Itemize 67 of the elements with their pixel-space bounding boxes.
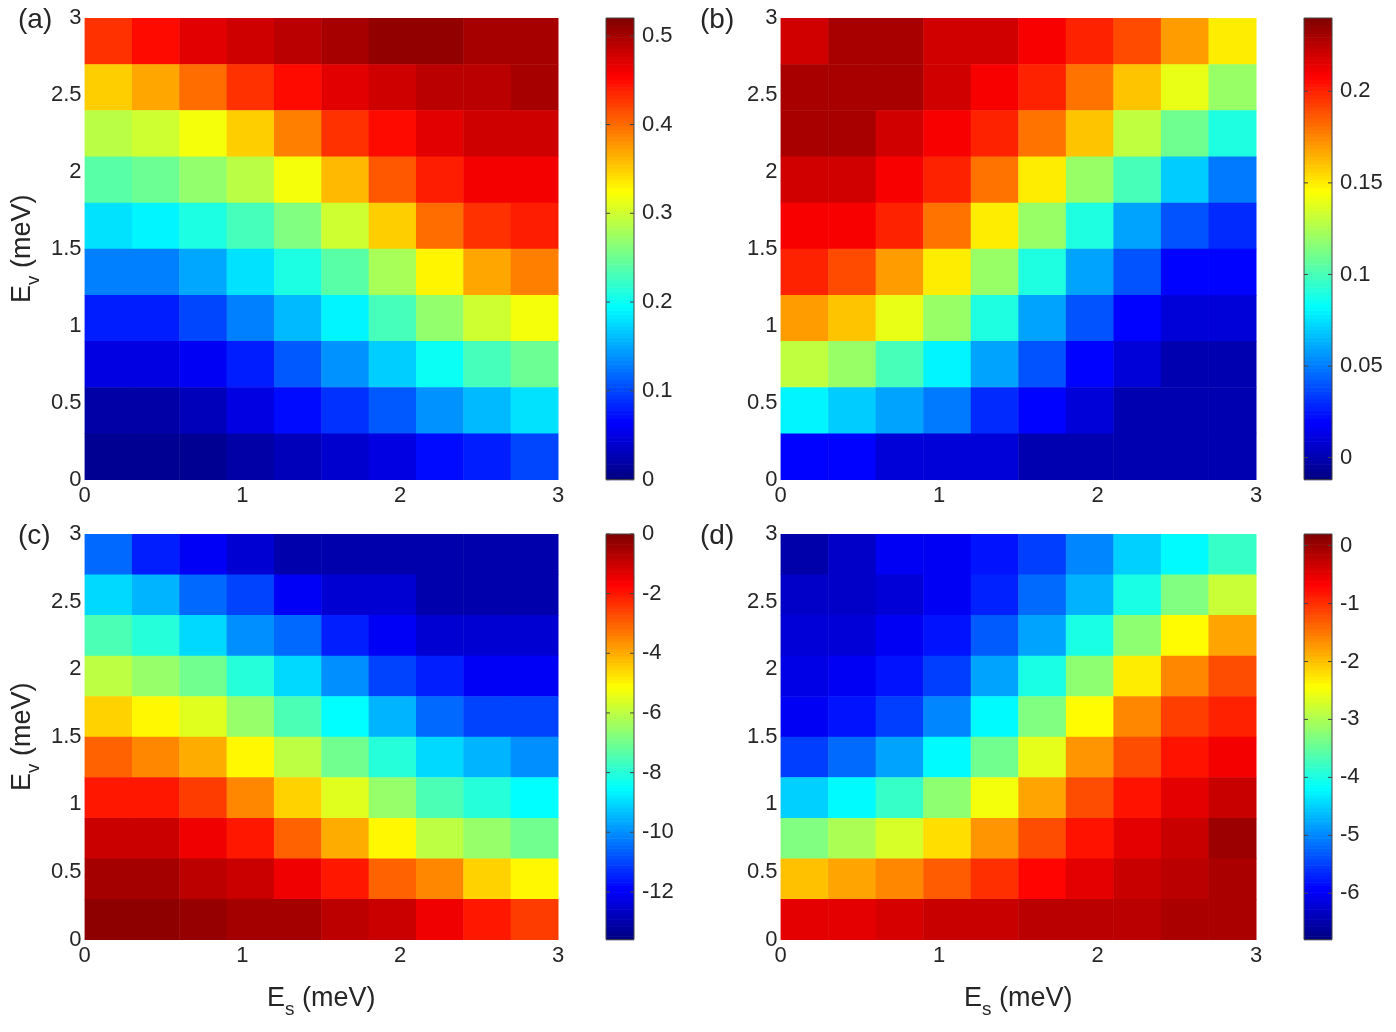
y-tick-label: 1 xyxy=(69,790,82,816)
color-bar-label: 0.2 xyxy=(642,288,673,314)
y-tick-label: 2 xyxy=(765,655,778,681)
y-tick-label: 1 xyxy=(765,311,778,337)
y-tick-label: 2 xyxy=(69,655,82,681)
color-bar-label: 0.3 xyxy=(642,199,673,225)
x-tick-label: 3 xyxy=(551,481,565,507)
y-axis-title: Ev (meV) xyxy=(6,682,44,792)
x-tick-label: 2 xyxy=(394,941,407,967)
color-bar-label: 0 xyxy=(1340,531,1353,557)
y-tick-label: 1.5 xyxy=(746,234,778,260)
color-bar-label: 0.1 xyxy=(642,376,673,402)
color-bar-label: -2 xyxy=(642,579,662,605)
color-bar-label: 0.05 xyxy=(1340,352,1383,378)
y-tick-label: 1.5 xyxy=(50,234,82,260)
x-tick-label: 2 xyxy=(1091,941,1104,967)
y-tick-label: 3 xyxy=(69,520,82,546)
y-tick-label: 1.5 xyxy=(746,722,778,748)
y-tick-label: 0.5 xyxy=(50,858,82,884)
color-bar-label: 0.5 xyxy=(642,21,673,47)
y-tick-label: 3 xyxy=(765,520,778,546)
color-bar-label: -1 xyxy=(1340,589,1360,615)
y-tick-label: 3 xyxy=(765,4,778,30)
y-tick-label: 2.5 xyxy=(746,587,778,613)
x-tick-label: 2 xyxy=(394,481,407,507)
y-tick-label: 0.5 xyxy=(50,388,82,414)
y-tick-label: 1 xyxy=(69,311,82,337)
y-axis-title: Ev (meV) xyxy=(6,194,44,304)
x-tick-label: 1 xyxy=(932,941,946,967)
color-bar-label: 0 xyxy=(1340,443,1353,469)
color-bar-label: -8 xyxy=(642,758,662,784)
y-tick-label: 2 xyxy=(69,157,82,183)
color-bar-label: -10 xyxy=(642,818,674,844)
y-tick-label: 2.5 xyxy=(50,587,82,613)
chart-title: (d) xyxy=(700,518,735,550)
y-tick-label: 0.5 xyxy=(746,858,778,884)
color-bar-label: 0.1 xyxy=(1340,260,1371,286)
color-bar-label: -6 xyxy=(1340,879,1360,905)
color-bar-label: -2 xyxy=(1340,647,1360,673)
y-tick-label: 1.5 xyxy=(50,722,82,748)
color-bar-label: -6 xyxy=(642,699,662,724)
x-tick-label: 1 xyxy=(236,941,249,967)
x-tick-label: 3 xyxy=(1249,941,1263,967)
y-tick-label: 0.5 xyxy=(746,388,778,414)
color-bar-label: 0.4 xyxy=(642,110,673,136)
y-tick-label: 2 xyxy=(765,157,778,183)
chart-title: (a) xyxy=(18,2,53,34)
x-tick-label: 1 xyxy=(236,481,249,507)
chart-title: (b) xyxy=(700,2,735,34)
color-bar-label: 0.15 xyxy=(1340,168,1383,194)
y-tick-label: 2.5 xyxy=(746,81,778,106)
color-bar-label: 0 xyxy=(642,520,655,546)
x-tick-label: 1 xyxy=(932,481,946,507)
chart-title: (c) xyxy=(18,518,51,550)
y-tick-label: 2.5 xyxy=(50,81,82,106)
color-bar-label: 0.2 xyxy=(1340,77,1371,103)
color-bar-label: -5 xyxy=(1340,821,1360,847)
y-tick-label: 3 xyxy=(69,4,82,30)
color-bar-label: -4 xyxy=(642,639,662,665)
color-bar-label: -3 xyxy=(1340,705,1360,731)
color-bar-label: -12 xyxy=(642,877,674,903)
y-tick-label: 1 xyxy=(765,790,778,816)
x-tick-label: 3 xyxy=(1249,481,1263,507)
x-tick-label: 3 xyxy=(551,941,565,967)
x-tick-label: 2 xyxy=(1091,481,1104,507)
color-bar-label: -4 xyxy=(1340,763,1360,789)
color-bar-label: 0 xyxy=(642,465,655,491)
